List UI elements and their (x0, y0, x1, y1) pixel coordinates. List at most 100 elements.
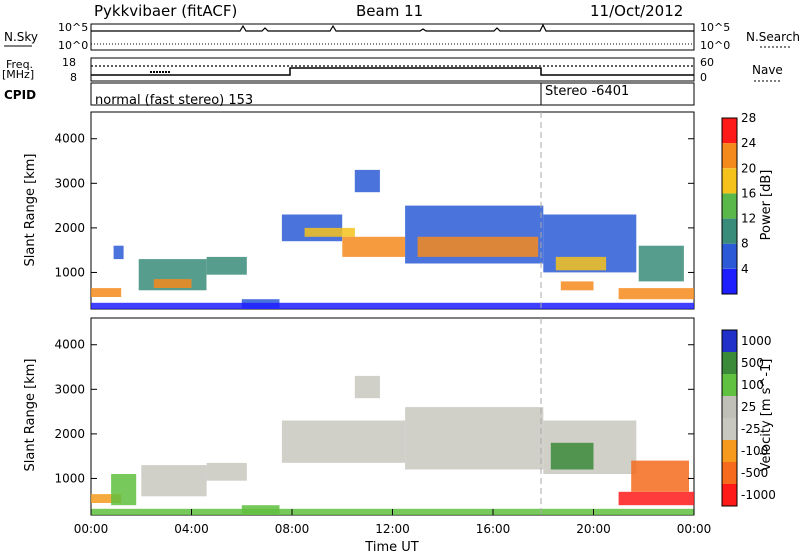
time-xtick-label: 04:00 (174, 522, 209, 536)
power-ytick-label: 3000 (54, 176, 85, 190)
velocity-colorbar-cell (722, 484, 737, 506)
power-colorbar-tick: 12 (741, 212, 756, 226)
nsky-tick-top: 10^5 (58, 21, 88, 34)
power-colorbar-cell (722, 168, 737, 194)
power-region (638, 245, 684, 282)
power-colorbar-tick: 16 (741, 186, 756, 200)
power-colorbar-tick: 28 (741, 111, 756, 125)
power-region (113, 245, 124, 260)
velocity-region (618, 491, 694, 506)
cpid-segment-stereo: Stereo -6401 (545, 84, 629, 99)
freq-tick-bottom: 8 (70, 71, 77, 84)
time-xtick-label: 20:00 (576, 522, 611, 536)
power-region (342, 236, 406, 257)
velocity-region (141, 465, 207, 497)
velocity-region (354, 375, 380, 399)
time-xtick-label: 00:00 (74, 522, 109, 536)
station-title: Pykkvibaer (fitACF) (94, 2, 238, 20)
nsearch-tick-bottom: 10^0 (700, 39, 730, 52)
power-colorbar-cell (722, 218, 737, 244)
power-region (281, 214, 343, 242)
beam-title: Beam 11 (356, 2, 424, 20)
nsearch-tick-top: 10^5 (700, 21, 730, 34)
time-xtick-label: 16:00 (476, 522, 511, 536)
cpid-strip: CPID normal (fast stereo) 153 Stereo -64… (4, 82, 695, 108)
power-ytick-label: 4000 (54, 132, 85, 146)
freq-tick-top: 18 (62, 56, 76, 69)
velocity-colorbar-cell (722, 396, 737, 418)
power-colorbar: 4 8 12 16 20 24 28 Power [dB] (721, 111, 774, 295)
power-region (555, 256, 607, 271)
velocity-region (91, 494, 122, 503)
time-xtick-label: 08:00 (275, 522, 310, 536)
nsky-tick-bottom: 10^0 (58, 39, 88, 52)
velocity-colorbar-tick: -1000 (741, 488, 776, 502)
power-colorbar-cell (722, 268, 737, 294)
power-region (560, 281, 594, 291)
power-colorbar-cell (722, 118, 737, 144)
velocity-colorbar-cell (722, 462, 737, 484)
velocity-colorbar-cell (722, 330, 737, 352)
power-colorbar-label: Power [dB] (759, 170, 774, 241)
velocity-ylabel: Slant Range [km] (23, 359, 38, 472)
power-ytick-label: 1000 (54, 265, 85, 279)
power-region (153, 279, 192, 288)
velocity-colorbar-cell (722, 440, 737, 462)
velocity-colorbar-tick: 100 (741, 378, 764, 392)
velocity-region (405, 407, 544, 470)
velocity-region (631, 460, 689, 492)
power-colorbar-cell (722, 243, 737, 269)
time-xtick-label: 00:00 (677, 522, 712, 536)
power-colorbar-tick: 4 (741, 262, 749, 276)
nsearch-label: N.Search (746, 30, 800, 44)
freq-strip: Freq. [MHz] 18 8 60 0 Nave (2, 56, 783, 84)
velocity-region (550, 442, 594, 470)
velocity-ytick-label: 4000 (54, 338, 85, 352)
time-xtick-label: 12:00 (375, 522, 410, 536)
freq-label: Freq. (6, 58, 33, 71)
velocity-colorbar-tick: 1000 (741, 334, 772, 348)
velocity-colorbar-cell (722, 352, 737, 374)
power-region (417, 236, 539, 257)
velocity-panel: 1000 2000 3000 4000 00:00 04:00 08:00 12:00 16:… (23, 317, 712, 554)
power-region (91, 302, 694, 309)
power-region (618, 288, 694, 300)
cpid-label: CPID (4, 88, 36, 102)
freq-unit: [MHz] (2, 68, 34, 81)
power-region (354, 169, 380, 193)
velocity-region (281, 420, 405, 463)
velocity-colorbar-cell (722, 418, 737, 440)
freq-line (91, 67, 694, 76)
velocity-colorbar-tick: 500 (741, 356, 764, 370)
power-ylabel: Slant Range [km] (23, 154, 38, 267)
power-colorbar-cell (722, 193, 737, 219)
power-ytick-label: 2000 (54, 221, 85, 235)
velocity-colorbar: 1000 500 100 25 -25 -100 -500 -1000 Velocity [m… (721, 329, 776, 507)
cpid-segment-normal: normal (fast stereo) 153 (95, 93, 253, 108)
velocity-colorbar-tick: -500 (741, 466, 768, 480)
power-region (91, 288, 122, 297)
nave-tick-top: 60 (700, 56, 714, 69)
nsky-line (91, 23, 694, 32)
power-colorbar-tick: 20 (741, 161, 756, 175)
velocity-ytick-label: 2000 (54, 427, 85, 441)
nsky-label: N.Sky (4, 30, 38, 44)
velocity-region (206, 462, 247, 481)
power-region (206, 256, 247, 275)
velocity-colorbar-label: Velocity [m s^-1] (759, 359, 774, 472)
velocity-colorbar-tick: 25 (741, 400, 756, 414)
time-xlabel: Time UT (364, 540, 418, 554)
power-colorbar-tick: 24 (741, 136, 756, 150)
date-title: 11/Oct/2012 (590, 2, 684, 20)
velocity-colorbar-cell (722, 374, 737, 396)
power-colorbar-tick: 8 (741, 237, 749, 251)
nave-label: Nave (752, 63, 783, 77)
power-panel: 1000 2000 3000 4000 Slant Range [km] (23, 111, 695, 310)
velocity-colorbar-tick: -25 (741, 422, 761, 436)
nsky-strip: N.Sky 10^5 10^0 10^5 10^0 N.Search (4, 21, 800, 52)
nave-tick-bottom: 0 (700, 71, 707, 84)
power-colorbar-cell (722, 143, 737, 169)
velocity-region (111, 474, 137, 506)
power-region (304, 227, 355, 237)
